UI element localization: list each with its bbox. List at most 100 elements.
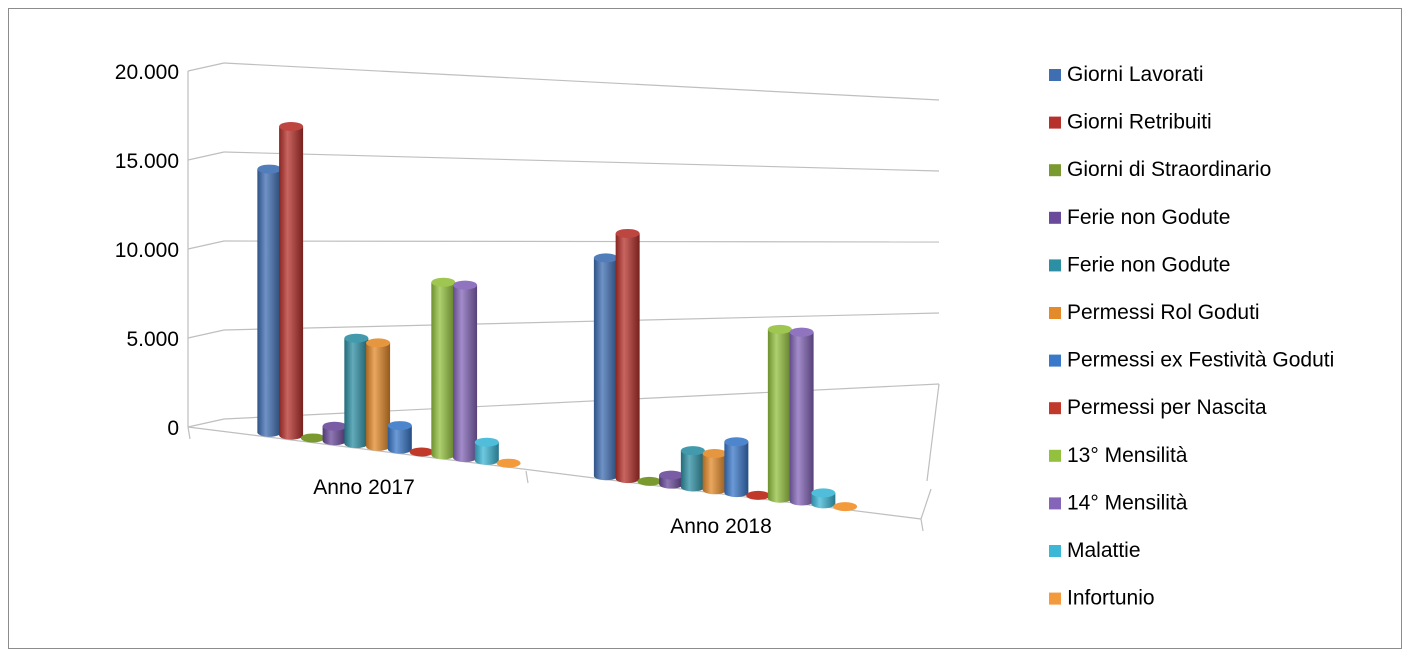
bar-zero-disc <box>409 447 434 457</box>
bar-top <box>322 421 347 431</box>
legend-swatch <box>1049 164 1061 177</box>
legend-swatch <box>1049 497 1061 510</box>
bars-layer <box>257 121 858 512</box>
legend-label: 13° Mensilità <box>1067 444 1188 467</box>
bar-body <box>453 285 478 463</box>
legend-layer: Giorni Lavorati Giorni Retribuiti Giorni d… <box>1049 63 1334 610</box>
bar <box>409 447 434 457</box>
bar-top <box>593 253 618 263</box>
bar <box>366 338 391 451</box>
y-tick-label: 0 <box>167 417 179 440</box>
floor-right-edge <box>920 488 932 520</box>
legend-swatch <box>1049 354 1061 367</box>
x-category-label: Anno 2018 <box>670 515 772 538</box>
bar <box>702 448 727 495</box>
bar-zero-disc <box>300 433 325 443</box>
side-gridline <box>187 151 225 161</box>
bar <box>279 121 304 440</box>
bar-body <box>615 233 640 484</box>
bar <box>680 446 705 492</box>
bar-top <box>453 280 478 290</box>
gridline <box>223 62 940 101</box>
bar-body <box>680 450 705 492</box>
side-gridline <box>187 418 225 428</box>
bar-body <box>789 332 814 506</box>
bar-body <box>724 441 749 498</box>
bar-body <box>344 338 369 449</box>
bar <box>659 470 684 489</box>
bar <box>746 490 771 500</box>
legend-label: Malattie <box>1067 539 1141 562</box>
bar <box>496 458 521 468</box>
bar-top <box>811 488 836 498</box>
x-tick-mark <box>525 470 529 484</box>
bar-top <box>431 277 456 287</box>
axis-layer: 0 5.000 10.000 15.000 20.000 Anno 2017 Anno 20… <box>115 61 932 538</box>
bar-top <box>659 470 684 480</box>
side-gridline <box>187 240 225 250</box>
bar <box>811 488 836 509</box>
bar <box>344 333 369 449</box>
bar-top <box>767 324 792 334</box>
bar-body <box>366 342 391 451</box>
legend-swatch <box>1049 307 1061 319</box>
bar <box>257 164 282 437</box>
y-tick-label: 15.000 <box>115 150 179 173</box>
bar-body <box>593 257 618 481</box>
legend-label: Infortunio <box>1067 587 1155 610</box>
grid-layer <box>187 62 940 482</box>
legend-swatch <box>1049 211 1061 224</box>
bar-top <box>680 446 705 456</box>
bar <box>322 421 347 446</box>
side-gridline <box>187 62 225 72</box>
bar <box>431 277 456 460</box>
bar <box>453 280 478 463</box>
legend-label: Permessi Rol Goduti <box>1067 301 1260 324</box>
bar-body <box>322 426 347 446</box>
bar-top <box>366 338 391 348</box>
gridline <box>223 383 940 420</box>
bar-top <box>387 421 412 431</box>
bar-body <box>474 442 499 465</box>
bar <box>387 421 412 454</box>
bar-zero-disc <box>746 490 771 500</box>
legend-swatch <box>1049 449 1061 462</box>
bar-top <box>724 437 749 447</box>
bar <box>724 437 749 498</box>
y-tick-label: 5.000 <box>126 328 179 351</box>
legend-label: Permessi ex Festività Goduti <box>1067 349 1334 372</box>
bar-body <box>387 425 412 454</box>
bar <box>474 437 499 465</box>
legend-label: Permessi per Nascita <box>1067 396 1267 419</box>
legend-label: Giorni di Straordinario <box>1067 158 1271 181</box>
x-category-label: Anno 2017 <box>313 476 415 499</box>
legend-label: Ferie non Godute <box>1067 253 1230 276</box>
bar-body <box>767 329 792 503</box>
y-tick-label: 20.000 <box>115 61 179 84</box>
bar-body <box>431 282 456 460</box>
bar <box>300 433 325 443</box>
legend-swatch <box>1049 592 1061 605</box>
bar-top <box>279 121 304 131</box>
legend-label: 14° Mensilità <box>1067 491 1188 514</box>
legend-swatch <box>1049 259 1061 272</box>
bar <box>593 253 618 481</box>
y-tick-label: 10.000 <box>115 239 179 262</box>
bar-top <box>474 437 499 447</box>
back-right-edge <box>926 383 940 482</box>
bar-top <box>789 327 814 337</box>
bar-top <box>344 333 369 343</box>
gridline <box>223 312 940 331</box>
legend-swatch <box>1049 545 1061 557</box>
legend-label: Ferie non Godute <box>1067 206 1230 229</box>
bar-top <box>615 228 640 238</box>
bar-zero-disc <box>833 502 858 512</box>
gridline <box>223 151 940 172</box>
legend-swatch <box>1049 69 1061 81</box>
bar-top <box>702 448 727 458</box>
bar-zero-disc <box>637 476 662 486</box>
bar <box>767 324 792 503</box>
bar-body <box>702 453 727 495</box>
bar <box>615 228 640 484</box>
legend-swatch <box>1049 116 1061 129</box>
